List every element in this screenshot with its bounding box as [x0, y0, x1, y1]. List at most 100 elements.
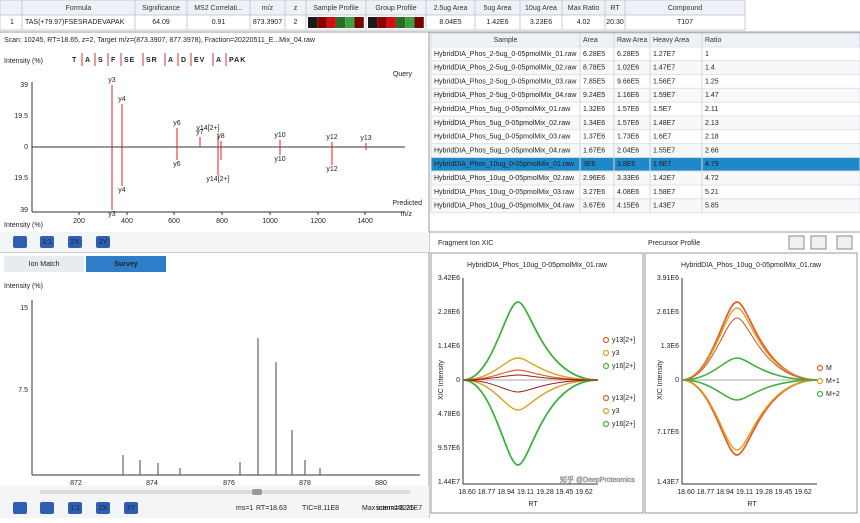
- tab-label: Ion Match: [29, 261, 60, 268]
- scrollbar: [40, 490, 410, 494]
- curve: [681, 301, 818, 381]
- cell: HybridDIA_Phos_10ug_0-05pmolMix_03.raw: [434, 189, 575, 196]
- cell: 2: [294, 19, 298, 26]
- column-header: Sample: [494, 37, 518, 44]
- cell: 3.8E6: [617, 161, 635, 168]
- ion-label: y13: [360, 135, 371, 142]
- ion-label: y6: [173, 120, 181, 127]
- x-tick-label: 19.28: [755, 489, 773, 496]
- lock-button[interactable]: [836, 235, 853, 250]
- y-tick-label: 7.5: [18, 387, 28, 394]
- cell: 6.28E5: [617, 51, 639, 58]
- profile-cell: [317, 17, 327, 28]
- ion-label: y14[2+]: [206, 176, 229, 183]
- ion-label: y10: [274, 156, 285, 163]
- cell: 1.47: [705, 92, 719, 99]
- tab[interactable]: [4, 256, 84, 272]
- tool-button[interactable]: [40, 236, 54, 248]
- cell: 3.27E6: [583, 189, 605, 196]
- ion-label: y8: [217, 133, 225, 140]
- cell: 7.85E5: [583, 78, 605, 85]
- tool-button[interactable]: [13, 236, 27, 248]
- cell: 1.37E6: [583, 134, 605, 141]
- ion-label: y7: [196, 129, 204, 136]
- save-button[interactable]: [810, 235, 827, 250]
- button-label: 1:1: [70, 505, 80, 512]
- x-tick-label: 878: [299, 480, 311, 487]
- y-tick-label: 1.14E6: [438, 343, 460, 350]
- column-header: Compound: [668, 5, 702, 12]
- axis-label: RT: [747, 501, 757, 508]
- cell: 4.08E6: [617, 189, 639, 196]
- cell: 1.55E7: [653, 147, 675, 154]
- column-header: m/z: [262, 5, 274, 12]
- cell: HybridDIA_Phos_10ug_0-05pmolMix_02.raw: [434, 175, 575, 182]
- tab-selected[interactable]: [86, 256, 166, 272]
- ion-label: y3: [108, 77, 116, 84]
- y-tick-label: 15: [20, 305, 28, 312]
- profile-cell: [414, 17, 424, 28]
- y-tick-label: 7.17E6: [657, 429, 679, 436]
- column-header: Area: [583, 37, 598, 44]
- curve: [462, 379, 599, 393]
- cell: 4.79: [705, 161, 719, 168]
- undo-button[interactable]: [788, 235, 805, 250]
- profile-cell: [405, 17, 415, 28]
- legend-label: y3: [612, 408, 620, 415]
- cell: 1.25: [705, 78, 719, 85]
- column-header: Heavy Area: [653, 37, 689, 44]
- cell: HybridDIA_Phos_5ug_0-05pmolMix_04.raw: [434, 147, 571, 154]
- legend-marker: [602, 420, 610, 428]
- watermark: 知乎 @DeepProteomics: [560, 475, 635, 484]
- tool-button[interactable]: [96, 236, 110, 248]
- tool-button[interactable]: [13, 502, 27, 514]
- cell: 1.47E7: [653, 65, 675, 72]
- x-tick-label: 800: [216, 218, 228, 225]
- precursor-panel: [644, 252, 858, 514]
- cell: T107: [677, 19, 693, 26]
- legend-marker: [816, 377, 824, 385]
- tool-button[interactable]: [40, 502, 54, 514]
- tab-label: Survey: [114, 261, 137, 268]
- sequence-residue: PAK: [229, 57, 246, 64]
- sequence-residue: A: [85, 57, 91, 64]
- cell: 5.21: [705, 189, 719, 196]
- x-tick-label: 18.60: [677, 489, 695, 496]
- x-tick-label: 19.62: [575, 489, 593, 496]
- cell: 2.11: [705, 106, 718, 113]
- curve: [462, 379, 599, 411]
- cell: 3.33E6: [617, 175, 639, 182]
- ion-label: y10: [274, 132, 285, 139]
- axis-label: Intensity (%): [4, 58, 43, 65]
- y-tick-label: 1.44E7: [438, 479, 460, 486]
- y-tick-label: 2.28E6: [438, 309, 460, 316]
- plot-title: HybridDIA_Phos_10ug_0-05pmolMix_01.raw: [467, 262, 608, 269]
- cell: 1.57E6: [617, 120, 639, 127]
- x-tick-label: 1000: [262, 218, 278, 225]
- tool-button[interactable]: [68, 236, 82, 248]
- x-tick-label: 200: [73, 218, 85, 225]
- curve: [681, 317, 818, 381]
- cell: 4.15E6: [617, 203, 639, 210]
- sequence-residue: T: [72, 57, 77, 64]
- legend-label: y13[2+]: [612, 395, 635, 402]
- cell: 3E6: [583, 161, 596, 168]
- cell: 5.85: [705, 203, 719, 210]
- x-tick-label: 19.45: [556, 489, 574, 496]
- tool-button[interactable]: [96, 502, 110, 514]
- predicted-label: Predicted: [392, 200, 422, 207]
- cell: 1.73E6: [617, 134, 639, 141]
- button-label: 1:1: [42, 239, 52, 246]
- ion-label: y4: [118, 187, 126, 194]
- cell: 1.27E7: [653, 51, 675, 58]
- cell: 1.67E6: [583, 147, 605, 154]
- legend-label: y16[2+]: [612, 421, 635, 428]
- tool-button[interactable]: [68, 502, 82, 514]
- cell: 2.13: [705, 120, 719, 127]
- cell: HybridDIA_Phos_5ug_0-05pmolMix_02.raw: [434, 120, 571, 127]
- scroll-thumb[interactable]: [252, 489, 262, 495]
- cell: 1.4: [705, 65, 715, 72]
- y-tick-label: 39: [20, 82, 28, 89]
- profile-cell: [377, 17, 387, 28]
- tool-button[interactable]: [124, 502, 138, 514]
